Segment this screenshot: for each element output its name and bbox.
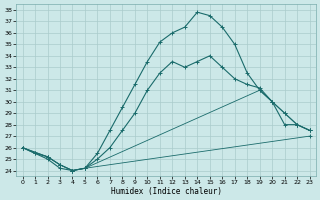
X-axis label: Humidex (Indice chaleur): Humidex (Indice chaleur) [111, 187, 221, 196]
